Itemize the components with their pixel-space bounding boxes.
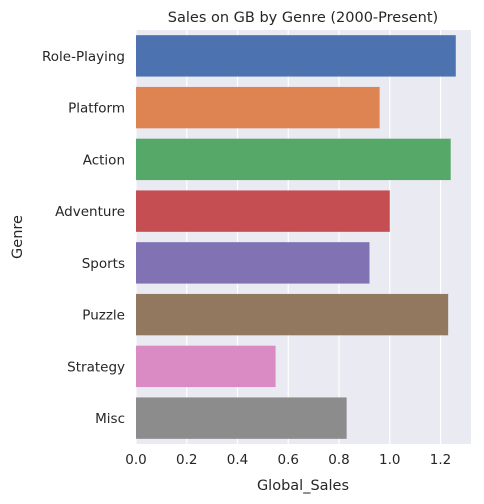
- y-tick-label: Adventure: [55, 204, 125, 220]
- bars: [136, 35, 456, 439]
- x-tick-label: 1.0: [379, 452, 400, 468]
- x-tick-label: 0.6: [278, 452, 299, 468]
- x-tick-label: 0.8: [328, 452, 349, 468]
- bar-sports: [136, 242, 370, 284]
- x-tick-label: 0.0: [125, 452, 146, 468]
- y-tick-labels: Role-Playing Platform Action Adventure Sport…: [42, 49, 125, 427]
- y-tick-label: Platform: [68, 101, 125, 117]
- x-tick-label: 1.2: [430, 452, 451, 468]
- bar-puzzle: [136, 293, 449, 336]
- x-tick-label: 0.2: [176, 452, 197, 468]
- x-tick-label: 0.4: [227, 452, 248, 468]
- bar-misc: [136, 397, 347, 439]
- bar-role-playing: [136, 35, 456, 77]
- y-tick-label: Misc: [95, 411, 125, 427]
- y-tick-label: Role-Playing: [42, 49, 125, 65]
- y-tick-label: Strategy: [67, 359, 125, 375]
- y-axis-label: Genre: [10, 215, 26, 259]
- bar-platform: [136, 86, 380, 129]
- bar-adventure: [136, 190, 390, 232]
- x-tick-labels: 0.0 0.2 0.4 0.6 0.8 1.0 1.2: [125, 452, 451, 468]
- chart-title: Sales on GB by Genre (2000-Present): [168, 10, 438, 26]
- x-axis-label: Global_Sales: [257, 478, 349, 494]
- y-tick-label: Action: [83, 152, 125, 168]
- bar-strategy: [136, 345, 276, 388]
- y-tick-label: Sports: [82, 256, 125, 272]
- bar-action: [136, 138, 451, 181]
- y-tick-label: Puzzle: [82, 308, 125, 324]
